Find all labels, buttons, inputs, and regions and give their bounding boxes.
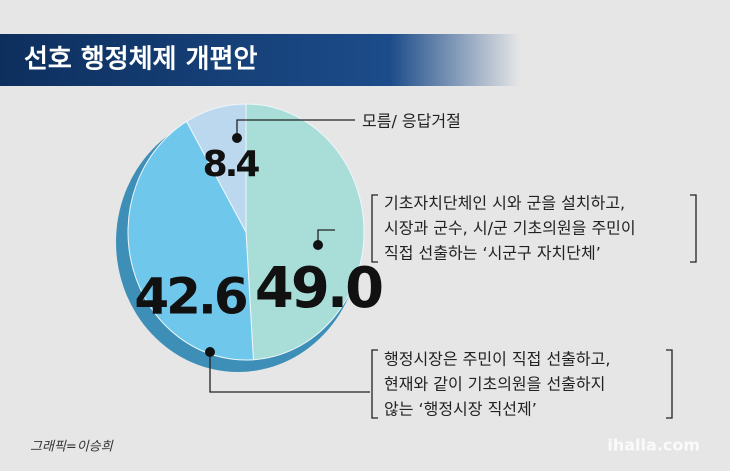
leader-dot xyxy=(232,133,242,143)
credit: 그래픽=이승희 xyxy=(30,440,114,455)
pie xyxy=(127,103,365,361)
category-label: 않는 ‘행정시장 직선제’ xyxy=(384,400,537,419)
leader-dot xyxy=(205,347,215,357)
value-label: 8.4 xyxy=(203,144,260,185)
chart-title: 선호 행정체제 개편안 xyxy=(24,45,257,75)
title-bar xyxy=(0,34,520,86)
category-label: 직접 선출하는 ‘시군구 자치단체’ xyxy=(384,244,601,263)
category-label: 모름/ 응답거절 xyxy=(362,112,461,131)
watermark: ihalla.com xyxy=(607,436,700,455)
leader-dot xyxy=(313,240,323,250)
category-label: 현재와 같이 기초의원을 선출하지 xyxy=(384,375,605,394)
pie-slice xyxy=(185,103,247,233)
category-label: 행정시장은 주민이 직접 선출하고, xyxy=(384,350,610,369)
pie-slice xyxy=(245,103,365,361)
value-label: 49.0 xyxy=(255,256,382,321)
category-label: 시장과 군수, 시/군 기초의원을 주민이 xyxy=(384,219,636,238)
category-label: 기초자치단체인 시와 군을 설치하고, xyxy=(384,194,625,213)
value-label: 42.6 xyxy=(134,268,247,326)
leaders xyxy=(209,119,697,419)
